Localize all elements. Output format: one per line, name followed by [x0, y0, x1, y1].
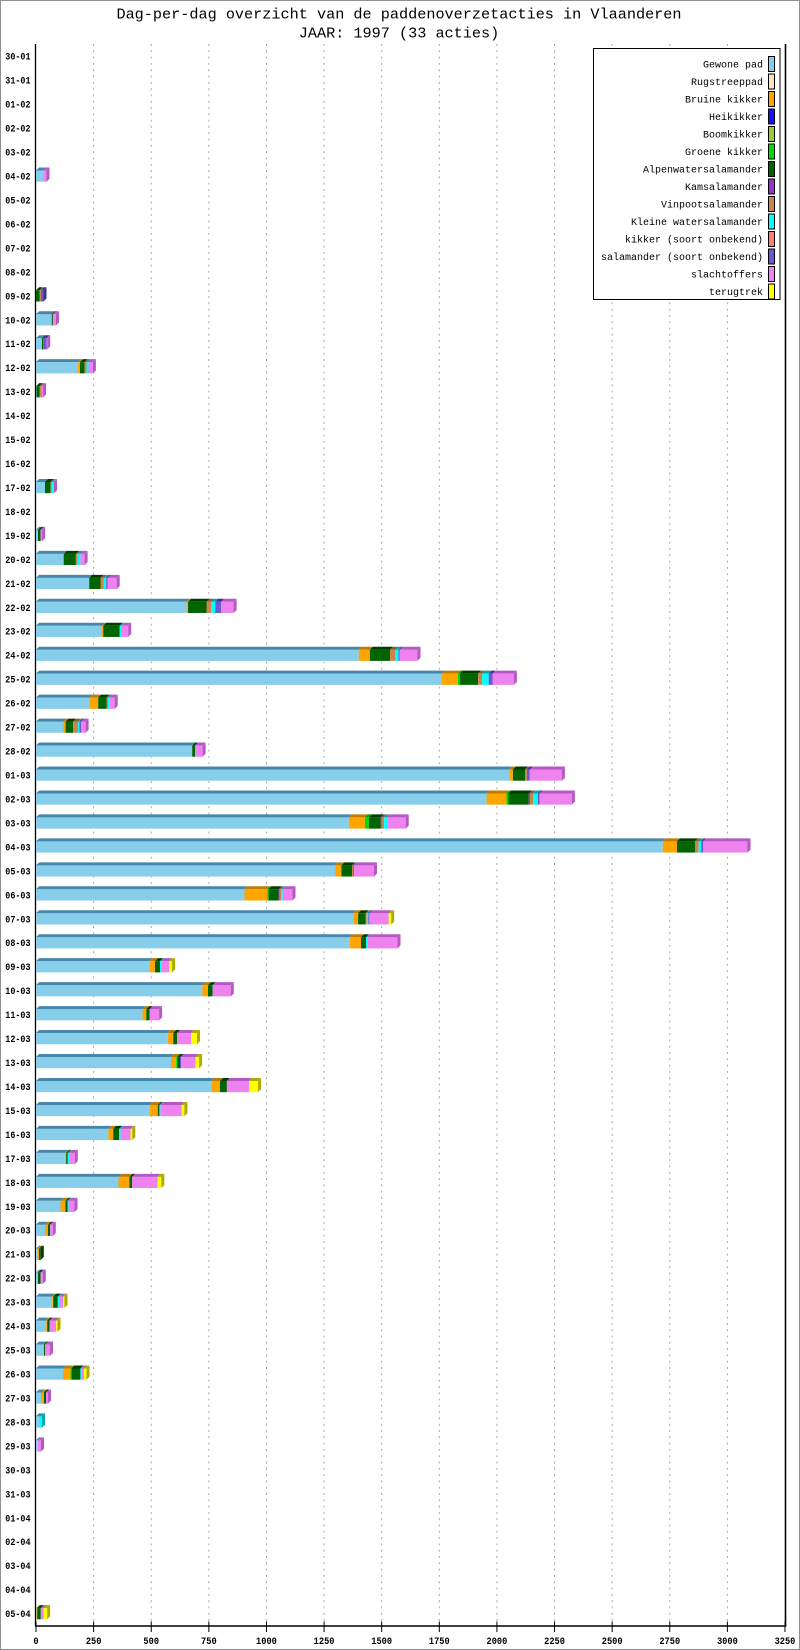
- svg-text:2250: 2250: [544, 1637, 565, 1648]
- svg-text:23-03: 23-03: [5, 1299, 30, 1310]
- svg-text:1250: 1250: [314, 1637, 335, 1648]
- svg-text:06-02: 06-02: [5, 220, 30, 231]
- svg-text:09-02: 09-02: [5, 292, 30, 303]
- svg-text:slachtoffers: slachtoffers: [691, 270, 763, 282]
- svg-text:3000: 3000: [717, 1637, 738, 1648]
- svg-text:22-03: 22-03: [5, 1275, 30, 1286]
- svg-text:18-03: 18-03: [5, 1179, 30, 1190]
- svg-text:kikker (soort onbekend): kikker (soort onbekend): [625, 235, 763, 247]
- svg-text:30-03: 30-03: [5, 1466, 30, 1477]
- svg-text:Alpenwatersalamander: Alpenwatersalamander: [643, 165, 763, 177]
- svg-text:13-03: 13-03: [5, 1059, 30, 1070]
- svg-text:3250: 3250: [775, 1637, 796, 1648]
- svg-text:01-02: 01-02: [5, 101, 30, 112]
- svg-text:21-02: 21-02: [5, 580, 30, 591]
- svg-text:02-04: 02-04: [5, 1538, 30, 1549]
- svg-text:23-02: 23-02: [5, 628, 30, 639]
- svg-text:29-03: 29-03: [5, 1442, 30, 1453]
- svg-text:30-01: 30-01: [5, 53, 30, 64]
- svg-text:01-03: 01-03: [5, 772, 30, 783]
- svg-text:22-02: 22-02: [5, 604, 30, 615]
- svg-text:250: 250: [86, 1637, 102, 1648]
- svg-text:31-01: 31-01: [5, 77, 30, 88]
- svg-text:24-02: 24-02: [5, 652, 30, 663]
- svg-text:04-03: 04-03: [5, 843, 30, 854]
- svg-text:02-02: 02-02: [5, 125, 30, 136]
- svg-text:07-02: 07-02: [5, 244, 30, 255]
- svg-text:Groene kikker: Groene kikker: [685, 147, 763, 159]
- svg-text:Kamsalamander: Kamsalamander: [685, 182, 763, 194]
- svg-text:01-04: 01-04: [5, 1514, 30, 1525]
- svg-text:09-03: 09-03: [5, 963, 30, 974]
- svg-text:750: 750: [201, 1637, 217, 1648]
- svg-text:26-03: 26-03: [5, 1371, 30, 1382]
- svg-text:18-02: 18-02: [5, 508, 30, 519]
- svg-text:16-03: 16-03: [5, 1131, 30, 1142]
- svg-text:15-03: 15-03: [5, 1107, 30, 1118]
- svg-text:terugtrek: terugtrek: [709, 287, 763, 299]
- svg-text:05-02: 05-02: [5, 196, 30, 207]
- svg-text:11-03: 11-03: [5, 1011, 30, 1022]
- svg-text:2500: 2500: [602, 1637, 623, 1648]
- svg-text:Kleine watersalamander: Kleine watersalamander: [631, 217, 763, 229]
- svg-text:salamander (soort onbekend): salamander (soort onbekend): [601, 252, 763, 264]
- svg-text:21-03: 21-03: [5, 1251, 30, 1262]
- svg-text:17-03: 17-03: [5, 1155, 30, 1166]
- svg-text:Boomkikker: Boomkikker: [703, 130, 763, 142]
- svg-text:15-02: 15-02: [5, 436, 30, 447]
- svg-text:26-02: 26-02: [5, 700, 30, 711]
- svg-text:20-03: 20-03: [5, 1227, 30, 1238]
- svg-text:03-03: 03-03: [5, 819, 30, 830]
- svg-text:Bruine kikker: Bruine kikker: [685, 95, 763, 107]
- svg-text:1750: 1750: [429, 1637, 450, 1648]
- svg-text:19-03: 19-03: [5, 1203, 30, 1214]
- svg-text:03-02: 03-02: [5, 149, 30, 160]
- svg-text:28-02: 28-02: [5, 748, 30, 759]
- svg-text:Rugstreeppad: Rugstreeppad: [691, 77, 763, 89]
- svg-text:JAAR: 1997 (33 acties): JAAR: 1997 (33 acties): [299, 25, 500, 43]
- svg-text:27-03: 27-03: [5, 1394, 30, 1405]
- svg-text:14-02: 14-02: [5, 412, 30, 423]
- svg-text:04-04: 04-04: [5, 1586, 30, 1597]
- svg-text:24-03: 24-03: [5, 1323, 30, 1334]
- svg-text:25-02: 25-02: [5, 676, 30, 687]
- svg-text:12-03: 12-03: [5, 1035, 30, 1046]
- svg-text:03-04: 03-04: [5, 1562, 30, 1573]
- svg-text:20-02: 20-02: [5, 556, 30, 567]
- svg-text:04-02: 04-02: [5, 173, 30, 184]
- svg-text:11-02: 11-02: [5, 340, 30, 351]
- svg-text:Gewone pad: Gewone pad: [703, 60, 763, 72]
- svg-text:19-02: 19-02: [5, 532, 30, 543]
- svg-text:Vinpootsalamander: Vinpootsalamander: [661, 200, 763, 212]
- svg-text:17-02: 17-02: [5, 484, 30, 495]
- svg-text:02-03: 02-03: [5, 795, 30, 806]
- svg-text:25-03: 25-03: [5, 1347, 30, 1358]
- svg-text:10-02: 10-02: [5, 316, 30, 327]
- svg-text:13-02: 13-02: [5, 388, 30, 399]
- svg-text:08-03: 08-03: [5, 939, 30, 950]
- svg-text:07-03: 07-03: [5, 915, 30, 926]
- svg-text:2750: 2750: [659, 1637, 680, 1648]
- svg-text:14-03: 14-03: [5, 1083, 30, 1094]
- svg-text:12-02: 12-02: [5, 364, 30, 375]
- svg-text:05-03: 05-03: [5, 867, 30, 878]
- svg-text:10-03: 10-03: [5, 987, 30, 998]
- svg-text:31-03: 31-03: [5, 1490, 30, 1501]
- svg-text:1500: 1500: [371, 1637, 392, 1648]
- svg-text:Heikikker: Heikikker: [709, 112, 763, 124]
- svg-text:08-02: 08-02: [5, 268, 30, 279]
- svg-text:05-04: 05-04: [5, 1610, 30, 1621]
- svg-text:06-03: 06-03: [5, 891, 30, 902]
- svg-text:500: 500: [143, 1637, 159, 1648]
- svg-text:16-02: 16-02: [5, 460, 30, 471]
- svg-text:1000: 1000: [256, 1637, 277, 1648]
- svg-text:27-02: 27-02: [5, 724, 30, 735]
- svg-text:2000: 2000: [487, 1637, 508, 1648]
- svg-text:28-03: 28-03: [5, 1418, 30, 1429]
- svg-text:0: 0: [33, 1637, 38, 1648]
- svg-text:Dag-per-dag overzicht van de p: Dag-per-dag overzicht van de paddenoverz…: [116, 6, 681, 24]
